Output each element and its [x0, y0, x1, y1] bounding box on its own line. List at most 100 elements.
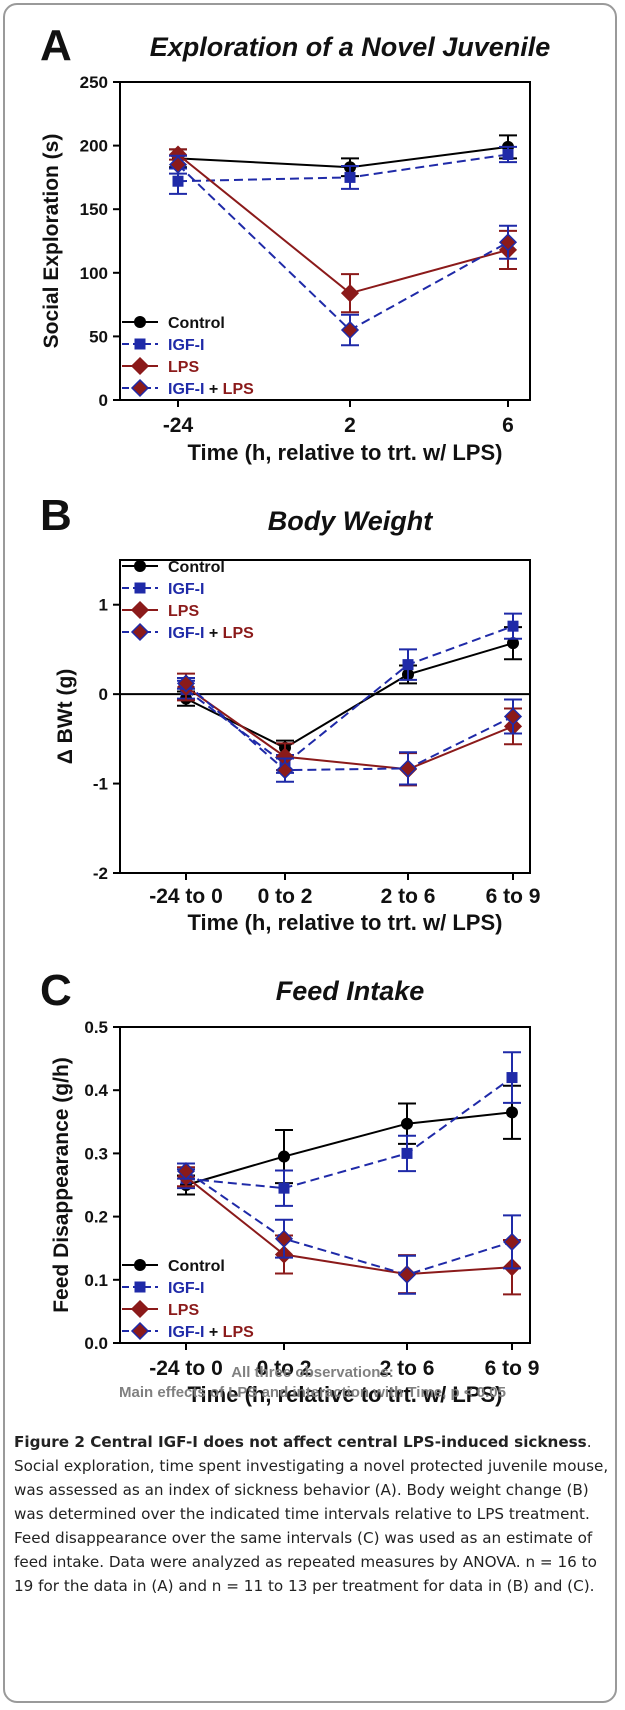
chart-b-legend-label-part: IGF-I	[168, 625, 204, 642]
chart-b-y-axis-label: Δ BWt (g)	[54, 669, 77, 765]
chart-a-legend-label-part: IGF-I	[168, 381, 204, 398]
chart-b-point-combo	[275, 761, 295, 780]
chart-c-legend-marker-combo	[130, 1321, 150, 1341]
chart-b-legend-label-igf: IGF-I	[168, 581, 204, 598]
chart-c-y-axis-label: Feed Disappearance (g/h)	[50, 1057, 73, 1313]
chart-c-x-tick-label: -24 to 0	[149, 1357, 223, 1380]
chart-a-y-tick-label: 0	[99, 391, 108, 410]
chart-b-legend-marker-control	[134, 560, 146, 572]
chart-b-plot-frame	[119, 559, 531, 874]
chart-a-plot-frame	[119, 81, 531, 401]
chart-c-legend-label-part: +	[204, 1324, 222, 1341]
chart-b-y-tick-label: -1	[93, 775, 108, 794]
chart-b-panel-letter: B	[40, 491, 72, 540]
chart-b-legend-marker-lps	[130, 600, 150, 620]
chart-a-x-tick-label: 2	[344, 414, 356, 437]
chart-b-y-tick-label: 0	[99, 685, 108, 704]
chart-b-point-igf	[507, 620, 519, 632]
chart-a-legend-label-lps: LPS	[168, 359, 199, 376]
chart-b-legend-label-part: +	[204, 625, 222, 642]
chart-c-series-line-control	[185, 1111, 513, 1186]
chart-c-panel-letter: C	[40, 966, 72, 1015]
chart-c-series-line-combo	[185, 1170, 513, 1276]
chart-a-point-igf	[172, 175, 184, 187]
chart-a-y-tick-label: 150	[80, 200, 108, 219]
chart-c-point-control	[278, 1150, 290, 1163]
chart-c-y-tick-label: 0.5	[84, 1018, 108, 1037]
chart-a-panel-letter: A	[40, 21, 72, 70]
figure-frame	[3, 3, 617, 1703]
chart-c-y-tick-label: 0.2	[84, 1208, 108, 1227]
chart-b-point-combo	[503, 707, 523, 726]
chart-c-point-combo	[397, 1265, 417, 1284]
chart-a-x-tick-label: -24	[163, 414, 194, 437]
chart-b-legend-label-lps: LPS	[168, 603, 199, 620]
chart-a-y-tick-label: 100	[80, 264, 108, 283]
chart-c-y-tick-label: 0.3	[84, 1144, 108, 1163]
chart-c-point-combo	[176, 1162, 196, 1181]
chart-a-point-combo	[498, 233, 518, 252]
figure-caption: Figure 2 Central IGF-I does not affect c…	[14, 1430, 612, 1598]
chart-c-y-tick-label: 0.1	[84, 1271, 108, 1290]
chart-b-legend-marker-combo	[130, 622, 150, 642]
chart-a-point-combo	[168, 155, 188, 174]
chart-b-legend-marker-igf	[134, 582, 146, 594]
chart-b-y-tick-label: 1	[99, 596, 108, 615]
chart-b-y-tick-label: -2	[93, 864, 108, 883]
caption-title: Figure 2 Central IGF-I does not affect c…	[14, 1433, 587, 1451]
chart-c-y-tick-label: 0.0	[84, 1334, 108, 1353]
chart-a-legend-marker-control	[134, 316, 146, 328]
chart-a-point-combo	[340, 320, 360, 340]
chart-c-title: Feed Intake	[276, 976, 425, 1006]
chart-c-legend-label-control: Control	[168, 1258, 225, 1275]
chart-c-point-igf	[278, 1182, 290, 1194]
chart-b-title: Body Weight	[268, 506, 434, 536]
chart-a-legend-marker-combo	[130, 378, 150, 398]
chart-b-series-line-igf	[185, 625, 514, 766]
chart-c-x-axis-label: Time (h, relative to trt. w/ LPS)	[188, 1382, 503, 1407]
chart-c-point-combo	[502, 1232, 522, 1251]
chart-c-legend-label-part: IGF-I	[168, 1324, 204, 1341]
chart-a-y-tick-label: 250	[80, 73, 108, 92]
chart-b-series-line-lps	[185, 686, 514, 771]
chart-b-x-axis-label: Time (h, relative to trt. w/ LPS)	[188, 910, 503, 935]
chart-c-point-igf	[506, 1072, 518, 1084]
chart-a-legend-label-control: Control	[168, 315, 225, 332]
chart-a-legend-label-part: +	[204, 381, 222, 398]
chart-a-x-axis-label: Time (h, relative to trt. w/ LPS)	[188, 440, 503, 465]
chart-b-series-line-combo	[185, 682, 514, 772]
chart-b-x-tick-label: 0 to 2	[258, 885, 313, 908]
chart-c-x-tick-label: 0 to 2	[257, 1357, 312, 1380]
chart-a-point-igf	[344, 171, 356, 183]
chart-c-legend-label-part: LPS	[223, 1324, 254, 1341]
figure-charts: A Exploration of a Novel Juvenile 0 50 100 15…	[40, 21, 551, 1407]
chart-b-point-igf	[402, 659, 414, 671]
chart-c-legend-label-igf: IGF-I	[168, 1280, 204, 1297]
chart-c-legend-marker-control	[134, 1259, 146, 1271]
chart-a-y-tick-label: 200	[80, 137, 108, 156]
chart-b-point-combo	[398, 759, 418, 778]
chart-c-x-tick-label: 2 to 6	[380, 1357, 435, 1380]
chart-b-legend-label-control: Control	[168, 559, 225, 576]
chart-b-series-line-control	[185, 642, 514, 749]
note-line-1: All three observations:	[231, 1364, 394, 1381]
chart-c-point-control	[506, 1106, 518, 1119]
chart-c-legend-label-lps: LPS	[168, 1302, 199, 1319]
chart-a-title: Exploration of a Novel Juvenile	[150, 32, 551, 62]
chart-b-x-tick-label: 6 to 9	[486, 885, 541, 908]
chart-c-point-igf	[401, 1147, 413, 1159]
chart-b-point-control	[507, 637, 519, 650]
chart-a-series-line-control	[177, 145, 509, 169]
chart-b-legend-label-part: LPS	[223, 625, 254, 642]
chart-c-legend-marker-igf	[134, 1281, 146, 1293]
chart-c-x-tick-label: 6 to 9	[485, 1357, 540, 1380]
chart-c-point-control	[401, 1117, 413, 1130]
chart-a-legend-label-part: LPS	[223, 381, 254, 398]
chart-c-series-line-lps	[185, 1176, 513, 1276]
note-line-2: Main effects of LPS and interaction with…	[119, 1384, 506, 1401]
chart-a-x-tick-label: 6	[502, 414, 514, 437]
caption-body: . Social exploration, time spent investi…	[14, 1433, 609, 1595]
chart-a-point-lps	[340, 284, 360, 303]
chart-b-legend-label-combo: IGF-I + LPS	[168, 625, 254, 642]
chart-b-x-tick-label: 2 to 6	[381, 885, 436, 908]
